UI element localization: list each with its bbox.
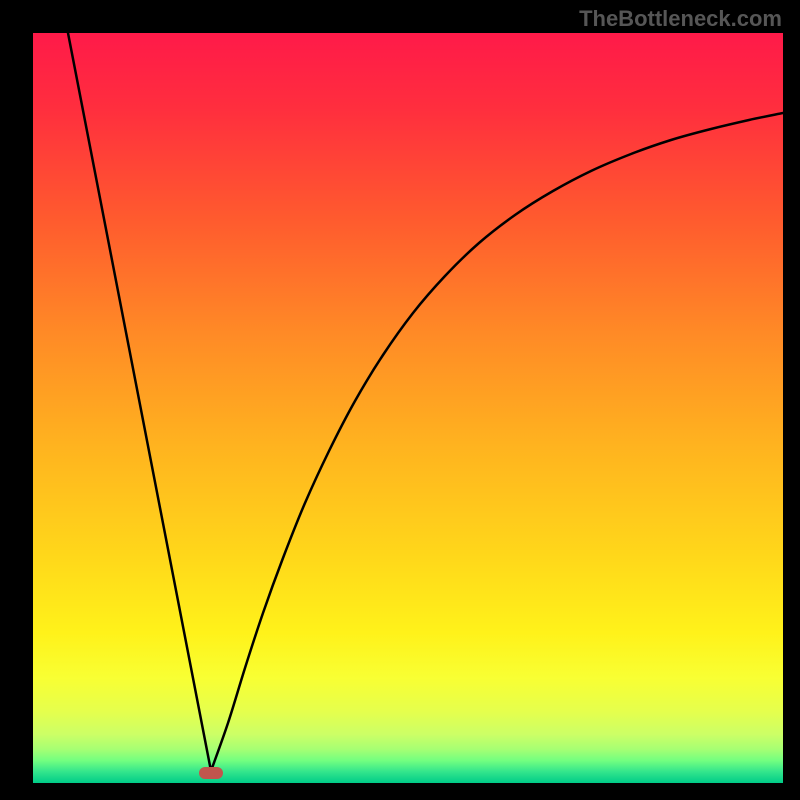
curve-layer <box>33 33 783 783</box>
watermark-label: TheBottleneck.com <box>579 6 782 31</box>
plot-area <box>33 33 783 783</box>
bottleneck-curve <box>68 33 783 771</box>
chart-container: TheBottleneck.com <box>0 0 800 800</box>
minimum-marker <box>199 767 223 779</box>
watermark-text: TheBottleneck.com <box>579 6 782 32</box>
